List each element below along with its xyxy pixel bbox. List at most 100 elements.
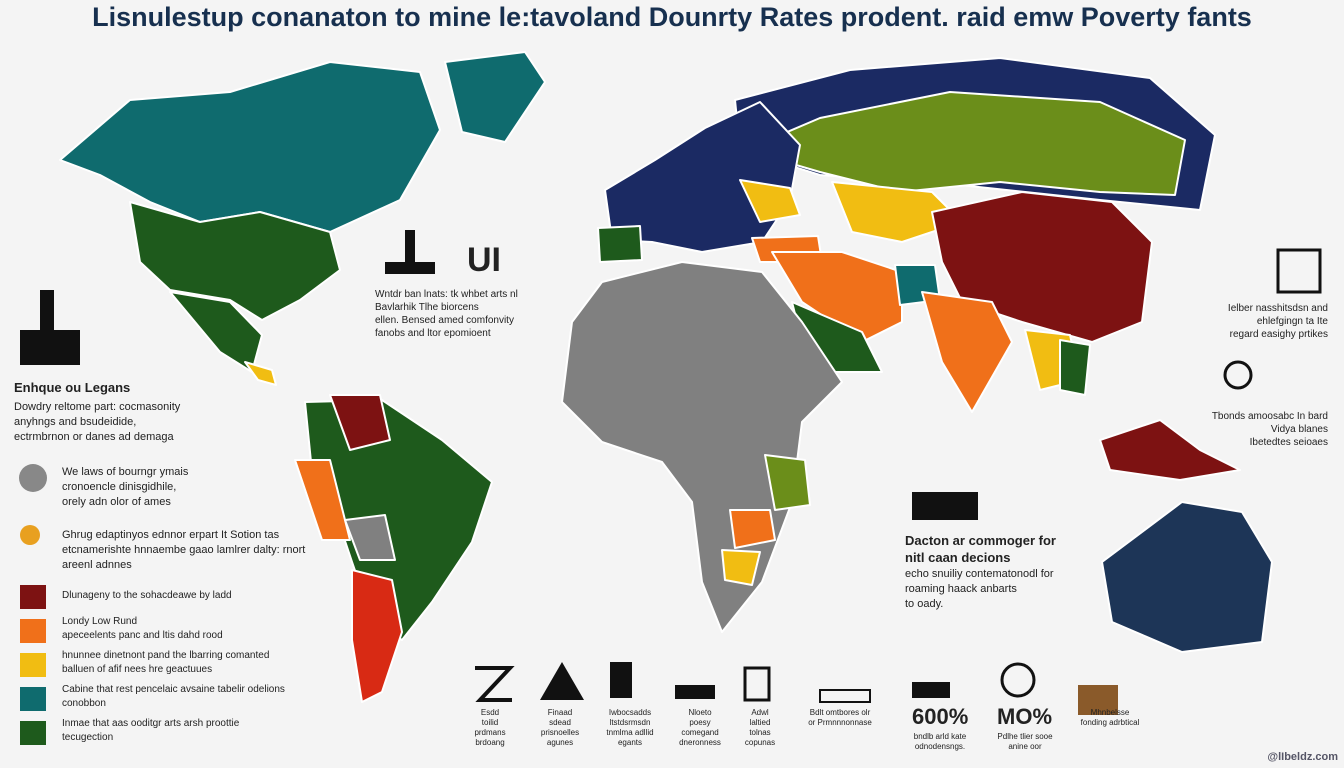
sign-icon [1000, 662, 1036, 698]
note-line: roaming haack anbarts [905, 583, 1017, 595]
legend-swatch [20, 619, 46, 643]
legend-line: hnunnee dinetnont pand the lbarring coma… [62, 650, 270, 661]
building-icon [1276, 248, 1322, 294]
legend-line: apeceelents panc and ltis dahd rood [62, 630, 223, 641]
heading-line: nitl caan decions [905, 550, 1011, 565]
legend-label: Inmae that aas ooditgr arts arsh prootti… [62, 717, 239, 745]
caption: Esdd toilid prdmans brdoang [435, 708, 545, 748]
ocean-heading: Dacton ar commoger for nitl caan decions [905, 532, 1056, 566]
caption-line: dneronness [679, 738, 721, 747]
legend-label: Cabine that rest pencelaic avsaine tabel… [62, 683, 285, 711]
intro-line: Dowdry reltome part: cocmasonity [14, 401, 181, 413]
note-line: regard easighy prtikes [1229, 329, 1328, 340]
indochina [1059, 339, 1091, 396]
legend-line: conobbon [62, 698, 106, 709]
caption-line: Nloeto [688, 708, 712, 717]
icons [19, 230, 1322, 715]
caption-line: tolnas [749, 728, 771, 737]
badge: UI [467, 241, 501, 279]
road-icon [475, 666, 515, 702]
note-line: ellen. Bensed amed comfonvity [375, 315, 514, 326]
note-line: areenl adnnes [62, 559, 132, 571]
legend-swatch [20, 653, 46, 677]
caption-line: Bdlt omtbores olr [809, 708, 871, 717]
caption-line: comegand [681, 728, 719, 737]
caption-line: agunes [546, 738, 574, 747]
usa [129, 201, 341, 321]
center-note: Wntdr ban lnats: tk whbet arts nl Bavlar… [375, 288, 518, 340]
legend-line: Dlunageny to the sohacdeawe by ladd [62, 590, 232, 601]
caption-line: copunas [744, 738, 776, 747]
note-line: Ghrug edaptinyos ednnor erpart It Sotion… [62, 529, 280, 541]
legend-heading: Enhque ou Legans [14, 380, 131, 395]
note-line: Tbonds amoosabc In bard [1211, 411, 1328, 422]
note-line: Wntdr ban lnats: tk whbet arts nl [375, 289, 518, 300]
canada [59, 61, 441, 233]
bolivia [344, 514, 396, 561]
middle-east [771, 251, 903, 343]
legend-line: Inmae that aas ooditgr arts arsh prootti… [62, 718, 240, 729]
warning-icon [540, 662, 584, 700]
right-note: Tbonds amoosabc In bard Vidya blanes Ibe… [1212, 410, 1328, 449]
caption-line: egants [617, 738, 643, 747]
stat-label: MO% [997, 704, 1052, 729]
temple-icon [1078, 685, 1118, 715]
note-line: cronoencle dinisgidhile, [62, 481, 177, 493]
note-line: to oady. [905, 598, 944, 610]
caption-line: toilid [481, 718, 499, 727]
note-line: fanobs and ltor epomioent [375, 328, 491, 339]
intro-line: anyhngs and bsudeidide, [14, 416, 137, 428]
legend-label: hnunnee dinetnont pand the lbarring coma… [62, 649, 269, 677]
watermark: @lIbeldz.com [1267, 751, 1338, 763]
note-line: etcnamerishte hnnaembe gaao lamlrer dalt… [62, 544, 306, 556]
legend-label: Londy Low Rund apeceelents panc and ltis … [62, 615, 223, 643]
globe-icon [19, 464, 47, 492]
right-note: Ielber nasshitsdsn and ehlefgingn ta Ite… [1228, 302, 1328, 341]
person-icon [675, 685, 715, 699]
eastern-europe [739, 179, 801, 223]
caption-line: Esdd [480, 708, 500, 717]
note-line: Vidya blanes [1270, 424, 1328, 435]
legend-intro: Dowdry reltome part: cocmasonity anyhngs… [14, 400, 180, 445]
caption: Adwl laltied tolnas copunas [705, 708, 815, 748]
colombia [329, 394, 391, 451]
mexico [169, 291, 263, 373]
caption: Finaad sdead prisnoelles agunes [505, 708, 615, 748]
australia [1101, 501, 1273, 653]
legend-line: balluen of afif nees hre geactuues [62, 664, 213, 675]
ocean-note: echo snuiliy contematonodl for roaming h… [905, 567, 1054, 612]
caption: Nloeto poesy comegand dneronness [645, 708, 755, 748]
caption-line: ltstdsrmsdn [609, 718, 651, 727]
legend-swatch [20, 687, 46, 711]
legend-line: tecugection [62, 732, 114, 743]
legend-line: Londy Low Rund [62, 616, 138, 627]
note-line: We laws of bourngr ymais [62, 466, 189, 478]
pin-icon [1223, 360, 1253, 390]
note: Ghrug edaptinyos ednnor erpart It Sotion… [62, 528, 305, 573]
school-icon [912, 492, 978, 520]
note-line: echo snuiliy contematonodl for [905, 568, 1054, 580]
tool-icon [912, 682, 950, 698]
caption-line: odnodensngs. [914, 742, 966, 751]
caption-line: prisnoelles [540, 728, 580, 737]
caption: Pdlhe tlier sooe anine oor [970, 732, 1080, 752]
caption: Iwbocsadds ltstdsrmsdn tnmlma adllid egants [575, 708, 685, 748]
note-line: Ielber nasshitsdsn and [1227, 303, 1328, 314]
note-line: orely adn olor of ames [62, 496, 171, 508]
peru [294, 459, 351, 541]
legend-swatch [20, 721, 46, 745]
caption-line: brdoang [475, 738, 505, 747]
caption-line: laltied [749, 718, 771, 727]
sun-icon [20, 525, 40, 545]
caption-line: or Prmnnnonnase [808, 718, 872, 727]
caption-line: fonding adrbtical [1080, 718, 1140, 727]
greenland [444, 51, 546, 143]
legend-label: Dlunageny to the sohacdeawe by ladd [62, 589, 232, 603]
legend-swatch [20, 585, 46, 609]
caption-line: bndlb arld kate [913, 732, 967, 741]
caption-line: Iwbocsadds [608, 708, 652, 717]
caption-line: Mhnbelsse [1090, 708, 1130, 717]
note-line: Ibetedtes seioaes [1249, 437, 1328, 448]
caption-line: poesy [689, 718, 711, 727]
